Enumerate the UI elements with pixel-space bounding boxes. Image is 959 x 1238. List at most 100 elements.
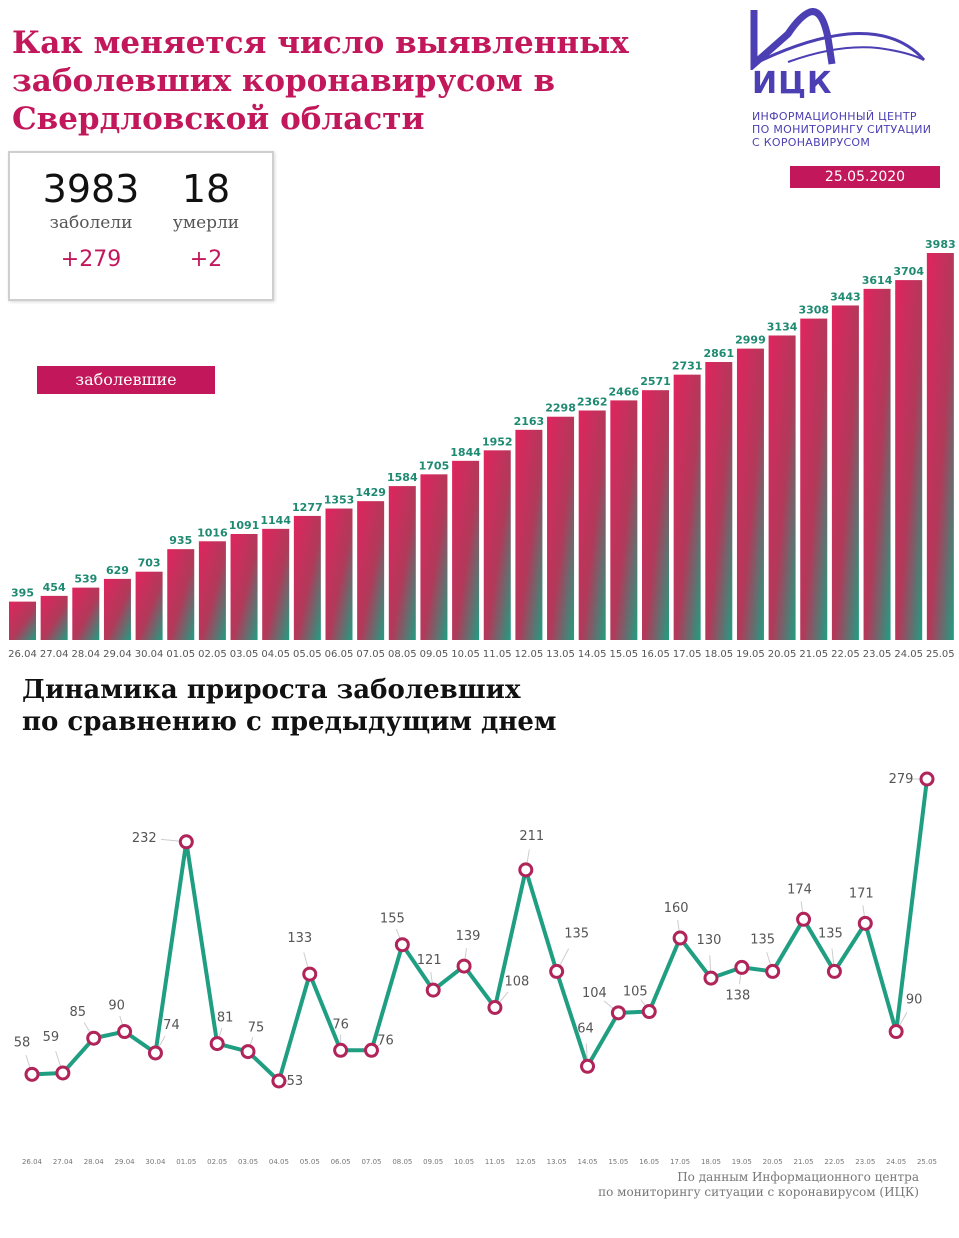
bar-value-label: 1705 [419, 459, 450, 472]
line-x-tick-label: 26.04 [22, 1158, 43, 1166]
bar-x-tick-label: 16.05 [641, 649, 670, 660]
point-value-label: 138 [725, 988, 750, 1003]
line-x-tick-label: 10.05 [454, 1158, 474, 1166]
bar-01.05 [167, 549, 195, 640]
bar-22.05 [831, 305, 859, 640]
bar-x-tick-label: 26.04 [8, 649, 37, 660]
bar-x-tick-label: 02.05 [198, 649, 227, 660]
bar-12.05 [515, 429, 543, 640]
bar-value-label: 1429 [355, 486, 386, 499]
bar-value-label: 1844 [450, 446, 481, 459]
point-14.05 [580, 1058, 596, 1074]
bar-value-label: 2999 [735, 334, 766, 347]
bar-15.05 [610, 400, 638, 640]
point-value-label: 108 [505, 975, 530, 990]
bar-16.05 [642, 390, 669, 640]
point-value-label: 75 [248, 1021, 265, 1036]
bar-value-label: 1584 [387, 471, 418, 484]
point-value-label: 76 [332, 1017, 349, 1032]
line-x-tick-label: 13.05 [547, 1158, 567, 1166]
bar-x-tick-label: 08.05 [388, 649, 417, 660]
point-value-label: 105 [623, 985, 648, 1000]
point-16.05 [641, 1004, 657, 1020]
bar-value-label: 1353 [324, 494, 355, 507]
point-26.04 [24, 1066, 40, 1082]
bar-x-tick-label: 19.05 [736, 649, 765, 660]
bar-value-label: 539 [74, 573, 97, 586]
bar-value-label: 2731 [672, 360, 703, 373]
point-value-label: 135 [564, 926, 589, 941]
line-x-tick-label: 29.04 [115, 1158, 136, 1166]
point-value-label: 279 [889, 772, 914, 787]
line-x-tick-label: 17.05 [670, 1158, 690, 1166]
bar-11.05 [483, 450, 511, 640]
bar-value-label: 2466 [609, 385, 640, 398]
bar-value-label: 3704 [893, 265, 924, 278]
bar-x-tick-label: 23.05 [863, 649, 892, 660]
bar-value-label: 2163 [514, 415, 545, 428]
point-value-label: 121 [417, 953, 442, 968]
bar-chart: 395 26.04 454 27.04 539 28.04 629 29.04 703 30.04… [8, 238, 955, 660]
logo-line-1: ИНФОРМАЦИОННЫЙ ЦЕНТР [752, 110, 917, 123]
point-value-label: 133 [287, 931, 312, 946]
bar-x-tick-label: 10.05 [451, 649, 480, 660]
bar-x-tick-label: 14.05 [578, 649, 607, 660]
point-value-label: 59 [43, 1030, 60, 1045]
bar-x-tick-label: 04.05 [261, 649, 290, 660]
line-x-tick-label: 05.05 [300, 1158, 320, 1166]
bar-x-tick-label: 25.05 [926, 649, 955, 660]
bar-x-tick-label: 21.05 [799, 649, 828, 660]
bar-x-tick-label: 28.04 [71, 649, 100, 660]
bar-value-label: 1277 [292, 501, 323, 514]
point-09.05 [425, 982, 441, 998]
line-x-tick-label: 20.05 [763, 1158, 783, 1166]
point-29.04 [117, 1024, 133, 1040]
point-value-label: 135 [750, 932, 775, 947]
point-01.05 [178, 834, 194, 850]
line-x-tick-label: 28.04 [84, 1158, 105, 1166]
bar-value-label: 3134 [767, 320, 798, 333]
bar-25.05 [926, 253, 954, 640]
title-line-1: Как меняется число выявленных [12, 25, 629, 61]
line-title-line-1: Динамика прироста заболевших [22, 675, 521, 705]
cases-label: заболели [49, 213, 133, 233]
cases-stat: 3983 заболели +279 [36, 169, 146, 272]
bar-x-tick-label: 22.05 [831, 649, 860, 660]
bar-29.04 [103, 578, 131, 640]
point-24.05 [888, 1024, 904, 1040]
point-10.05 [456, 958, 472, 974]
line-x-tick-label: 21.05 [794, 1158, 814, 1166]
bar-value-label: 2571 [640, 375, 671, 388]
logo-line-3: С КОРОНАВИРУСОМ [752, 136, 871, 149]
point-value-label: 53 [287, 1074, 304, 1089]
bar-x-tick-label: 24.05 [894, 649, 923, 660]
point-value-label: 160 [664, 901, 689, 916]
bar-09.05 [420, 474, 448, 640]
mountain-logo-icon [750, 8, 926, 70]
point-value-label: 139 [456, 929, 481, 944]
point-value-label: 90 [906, 993, 923, 1008]
point-value-label: 76 [377, 1033, 394, 1048]
point-value-label: 104 [582, 986, 607, 1001]
line-x-tick-label: 04.05 [269, 1158, 289, 1166]
line-x-tick-label: 30.04 [145, 1158, 166, 1166]
bar-value-label: 1952 [482, 435, 513, 448]
bar-x-tick-label: 12.05 [515, 649, 544, 660]
bar-18.05 [705, 362, 733, 640]
bar-08.05 [388, 486, 416, 640]
point-13.05 [549, 963, 565, 979]
line-x-tick-label: 01.05 [176, 1158, 196, 1166]
point-20.05 [765, 963, 781, 979]
point-value-label: 135 [818, 926, 843, 941]
point-22.05 [826, 963, 842, 979]
bar-x-tick-label: 15.05 [610, 649, 639, 660]
bar-x-tick-label: 20.05 [768, 649, 797, 660]
point-28.04 [86, 1030, 102, 1046]
point-04.05 [271, 1073, 287, 1089]
line-x-tick-label: 19.05 [732, 1158, 752, 1166]
bar-value-label: 395 [11, 587, 34, 600]
bar-14.05 [578, 410, 606, 640]
point-value-label: 155 [380, 912, 405, 927]
bar-value-label: 1144 [260, 514, 291, 527]
